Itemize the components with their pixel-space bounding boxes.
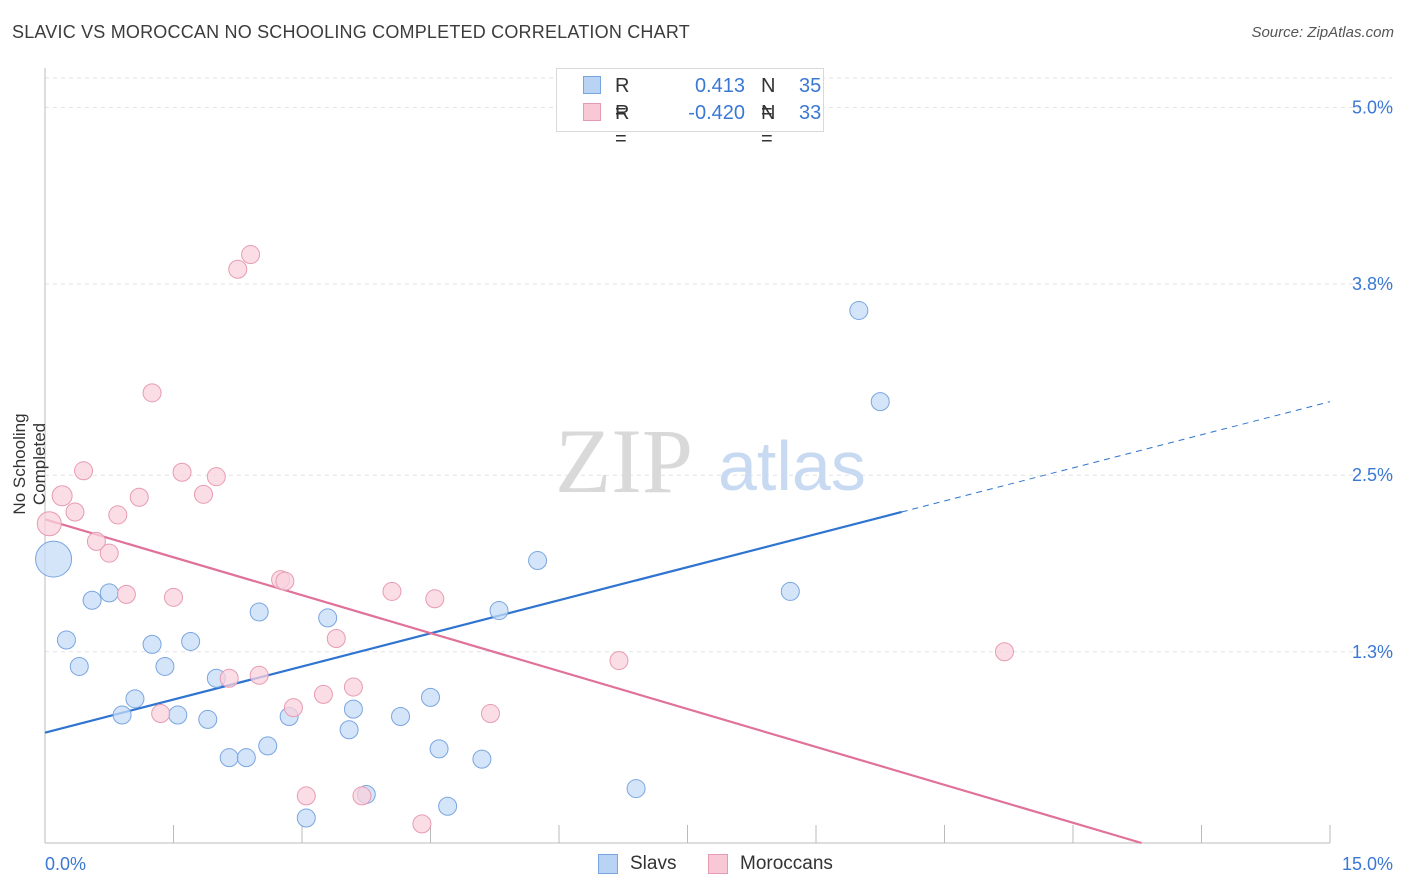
slavs-point xyxy=(82,590,102,610)
y-tick-label: 3.8% xyxy=(1352,274,1393,294)
slavs-point xyxy=(421,687,440,707)
legend-r-label: R = xyxy=(615,75,630,123)
slavs-point xyxy=(429,739,449,759)
legend-r-value: -0.420 xyxy=(688,102,745,124)
slavs-point xyxy=(489,601,509,621)
moroccans-point xyxy=(151,704,171,724)
slavs-point xyxy=(296,808,316,828)
watermark: ZIP atlas xyxy=(555,410,866,512)
slavs-point xyxy=(870,392,890,412)
moroccans-point xyxy=(425,589,445,609)
moroccans-point xyxy=(313,684,333,704)
chart-title: SLAVIC VS MOROCCAN NO SCHOOLING COMPLETE… xyxy=(12,22,690,42)
slavs-point xyxy=(438,796,458,816)
slavs-point xyxy=(849,300,869,320)
slavs-point xyxy=(236,748,256,768)
moroccans-point xyxy=(99,543,119,563)
legend-n-label: N = xyxy=(761,102,776,150)
moroccans-point xyxy=(108,505,128,525)
slavs-point xyxy=(626,779,646,799)
legend-n-value: 35 xyxy=(799,75,822,97)
y-tick-label: 1.3% xyxy=(1352,642,1393,662)
slavs-point xyxy=(528,551,548,571)
x-tick-label-min: 0.0% xyxy=(45,854,86,874)
slavs-point xyxy=(69,656,89,676)
moroccans-point xyxy=(51,485,73,507)
trend-line xyxy=(44,510,902,734)
slavs-point xyxy=(343,699,363,719)
legend-r-label: R = xyxy=(615,102,630,150)
x-tick-label-max: 15.0% xyxy=(1342,854,1393,874)
legend-r-value: 0.413 xyxy=(694,75,745,97)
slavs-point xyxy=(339,720,359,740)
moroccans-point xyxy=(326,629,346,649)
moroccans-point xyxy=(343,677,363,697)
data-points xyxy=(35,90,1014,834)
moroccans-point xyxy=(241,245,261,265)
slavs-point xyxy=(112,705,132,725)
slavs-point xyxy=(125,689,145,709)
moroccans-point xyxy=(86,531,106,551)
moroccans-point xyxy=(164,587,183,607)
slavs-point xyxy=(258,736,278,756)
source-label: Source: ZipAtlas.com xyxy=(1251,24,1394,41)
moroccans-point xyxy=(129,487,149,507)
legend-swatch-moroccans xyxy=(583,103,601,121)
moroccans-point xyxy=(193,484,213,504)
slavs-point xyxy=(155,656,175,676)
moroccans-point xyxy=(994,642,1014,662)
bottom-legend-label-moroccans: Moroccans xyxy=(740,853,833,874)
moroccans-point xyxy=(206,467,226,487)
moroccans-point xyxy=(382,581,402,601)
tick-labels: 1.3% 2.5% 3.8% 5.0% 0.0% 15.0% xyxy=(45,97,1393,874)
legend-n-value: 33 xyxy=(799,102,822,124)
trend-line xyxy=(44,518,1142,845)
moroccans-point xyxy=(228,259,248,279)
moroccans-point xyxy=(142,383,162,403)
bottom-legend-swatch-moroccans xyxy=(708,854,728,874)
axes xyxy=(44,68,1331,844)
y-axis-label: No Schooling Completed xyxy=(10,413,49,515)
slavs-point xyxy=(249,602,269,622)
slavs-point xyxy=(780,581,800,601)
moroccans-point xyxy=(116,584,136,604)
slavs-point xyxy=(181,631,201,651)
moroccans-point xyxy=(36,511,62,537)
legend-swatch-slavs xyxy=(583,76,601,94)
y-tick-label: 2.5% xyxy=(1352,465,1393,485)
watermark-atlas: atlas xyxy=(718,427,866,505)
slavs-point xyxy=(35,540,73,578)
moroccans-point xyxy=(609,651,629,671)
slavs-point xyxy=(391,706,411,726)
bottom-legend-label-slavs: Slavs xyxy=(630,853,677,874)
slavs-point xyxy=(472,749,492,769)
y-tick-label: 5.0% xyxy=(1352,97,1393,117)
moroccans-point xyxy=(249,665,269,685)
slavs-point xyxy=(142,634,162,654)
moroccans-point xyxy=(412,814,432,834)
stats-legend: R = 0.413 N = 35 R = -0.420 N = 33 xyxy=(556,68,824,150)
watermark-zip: ZIP xyxy=(555,410,693,512)
bottom-legend-swatch-slavs xyxy=(598,854,618,874)
moroccans-point xyxy=(283,698,303,718)
moroccans-point xyxy=(480,704,500,724)
slavs-point xyxy=(318,608,338,628)
moroccans-point xyxy=(65,502,85,522)
slavs-point xyxy=(56,630,76,650)
moroccans-point xyxy=(172,462,192,482)
trend-line-extension xyxy=(901,401,1331,513)
slavs-point xyxy=(168,705,188,725)
gridlines xyxy=(45,77,1392,653)
moroccans-point xyxy=(275,571,295,591)
moroccans-point xyxy=(74,461,94,481)
legend-n-label: N = xyxy=(761,75,776,123)
trend-lines xyxy=(44,401,1331,845)
moroccans-point xyxy=(219,668,239,688)
slavs-point xyxy=(99,583,119,603)
moroccans-point xyxy=(352,786,372,806)
slavs-point xyxy=(198,709,218,729)
slavs-point xyxy=(219,748,239,768)
moroccans-point xyxy=(296,786,316,806)
